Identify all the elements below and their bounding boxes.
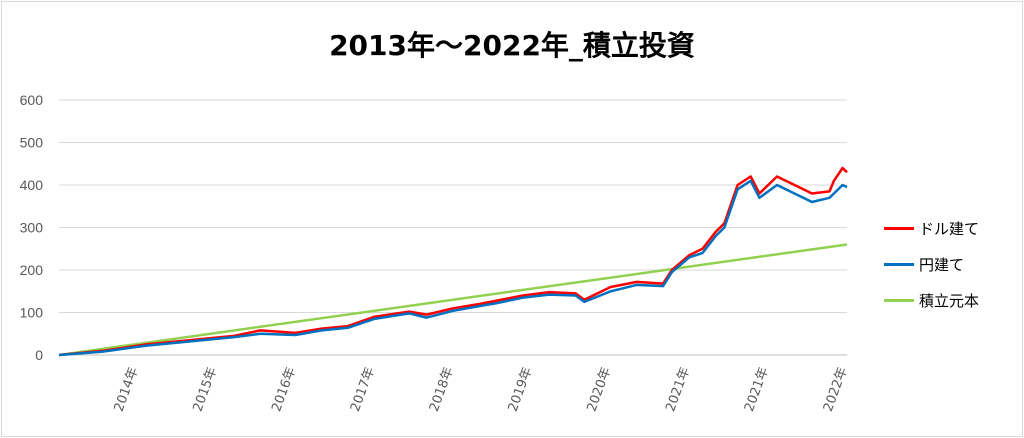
series-lines [58, 166, 848, 357]
legend-label-dollar: ドル建て [919, 219, 980, 238]
y-tick-label: 200 [20, 262, 44, 278]
series-line-0 [58, 166, 848, 357]
x-tick-label: 2018年 [427, 365, 457, 413]
series-line-1 [58, 179, 848, 357]
y-tick-label: 0 [35, 347, 43, 363]
x-tick-label: 2015年 [190, 365, 220, 413]
legend-item-yen: 円建て [884, 246, 1020, 282]
legend-label-yen: 円建て [919, 255, 965, 274]
x-tick-label: 2022年 [821, 365, 851, 413]
x-tick-label: 2021年 [663, 365, 693, 413]
y-tick-label: 300 [20, 220, 44, 236]
y-tick-label: 400 [20, 177, 44, 193]
legend: ドル建て 円建て 積立元本 [884, 210, 1020, 318]
x-tick-label: 2020年 [584, 365, 614, 413]
legend-item-principal: 積立元本 [884, 282, 1020, 318]
y-tick-label: 600 [20, 92, 44, 108]
legend-label-principal: 積立元本 [919, 291, 980, 310]
x-tick-label: 2014年 [112, 365, 142, 413]
x-tick-label: 2016年 [269, 365, 299, 413]
series-line-2 [58, 243, 848, 357]
x-axis-ticks: 2014年 2015年 2016年 2017年 2018年 2019年 2020年 2021年… [112, 365, 851, 413]
legend-item-dollar: ドル建て [884, 210, 1020, 246]
x-tick-label: 2017年 [348, 365, 378, 413]
legend-swatch-principal [884, 298, 914, 302]
gridlines [59, 99, 847, 356]
y-axis-ticks: 0 100 200 300 400 500 600 [20, 92, 44, 363]
chart-title: 2013年～2022年_積立投資 [329, 29, 695, 62]
y-tick-label: 500 [20, 135, 44, 151]
legend-swatch-dollar [884, 226, 914, 230]
y-tick-label: 100 [20, 305, 44, 321]
x-tick-label: 2019年 [506, 365, 536, 413]
x-tick-label: 2021年 [742, 365, 772, 413]
legend-swatch-yen [884, 262, 914, 266]
